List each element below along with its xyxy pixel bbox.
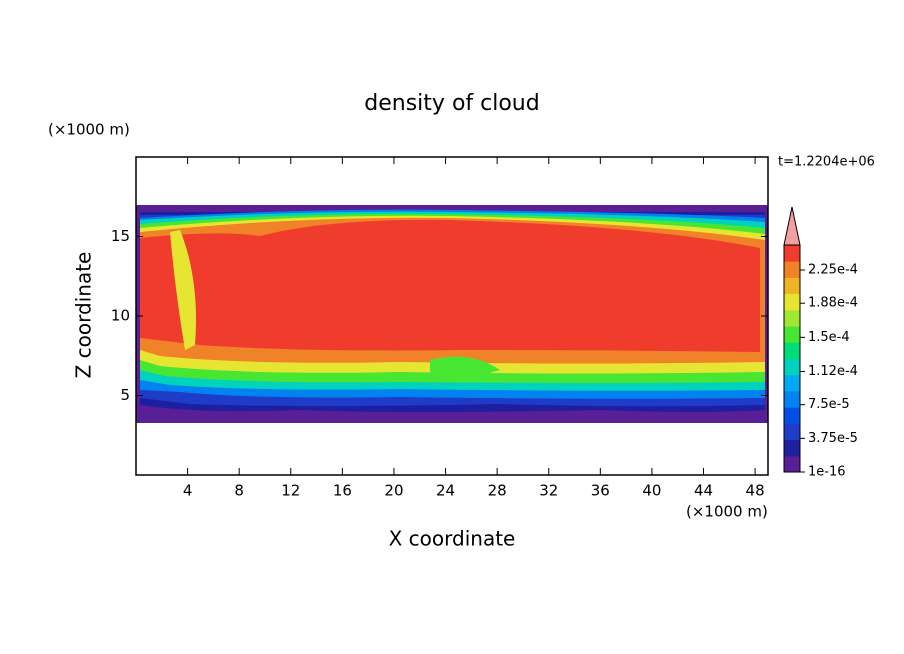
chart-title: density of cloud [364,91,539,116]
colorbar-band [784,342,800,359]
colorbar-band [784,439,800,457]
colorbar-band [784,261,800,278]
colorbar-band [784,245,800,262]
colorbar-band [784,407,800,424]
y-axis-label: Z coordinate [72,252,96,379]
x-axis-label: X coordinate [389,527,516,551]
x-tick-label: 16 [333,482,352,500]
colorbar-label: 1.12e-4 [808,364,858,379]
colorbar-label: 1e-16 [808,465,846,480]
y-tick-label: 10 [111,307,130,325]
colorbar-band [784,277,800,295]
x-tick-label: 12 [281,482,300,500]
colorbar-band [784,423,800,441]
colorbar-label: 1.5e-4 [808,330,850,345]
x-tick-label: 36 [591,482,610,500]
x-tick-label: 32 [539,482,558,500]
y-unit: (×1000 m) [48,121,130,139]
x-tick-label: 8 [234,482,244,500]
colorbar-over [783,206,801,246]
colorbar-label: 2.25e-4 [808,263,858,278]
x-tick-label: 20 [384,482,403,500]
colorbar-band [784,293,800,311]
y-tick-label: 15 [111,227,130,245]
colorbar-band [784,326,800,343]
x-tick-label: 24 [436,482,455,500]
colorbar-band [784,374,800,392]
x-tick-label: 28 [488,482,507,500]
colorbar-label: 7.5e-5 [808,397,850,412]
x-unit: (×1000 m) [686,503,768,521]
colorbar-band [784,455,800,473]
y-tick-label: 5 [120,386,130,404]
colorbar-band [784,390,800,408]
x-tick-label: 40 [642,482,661,500]
colorbar-label: 1.88e-4 [808,296,858,311]
x-tick-label: 4 [183,482,193,500]
colorbar-label: 3.75e-5 [808,431,858,446]
annotation: t=1.2204e+06 [778,155,875,170]
colorbar-band [784,358,800,376]
x-tick-label: 44 [694,482,713,500]
x-tick-label: 48 [746,482,765,500]
contour-field [136,205,768,423]
colorbar-frame [783,244,801,473]
colorbar-band [784,309,800,327]
